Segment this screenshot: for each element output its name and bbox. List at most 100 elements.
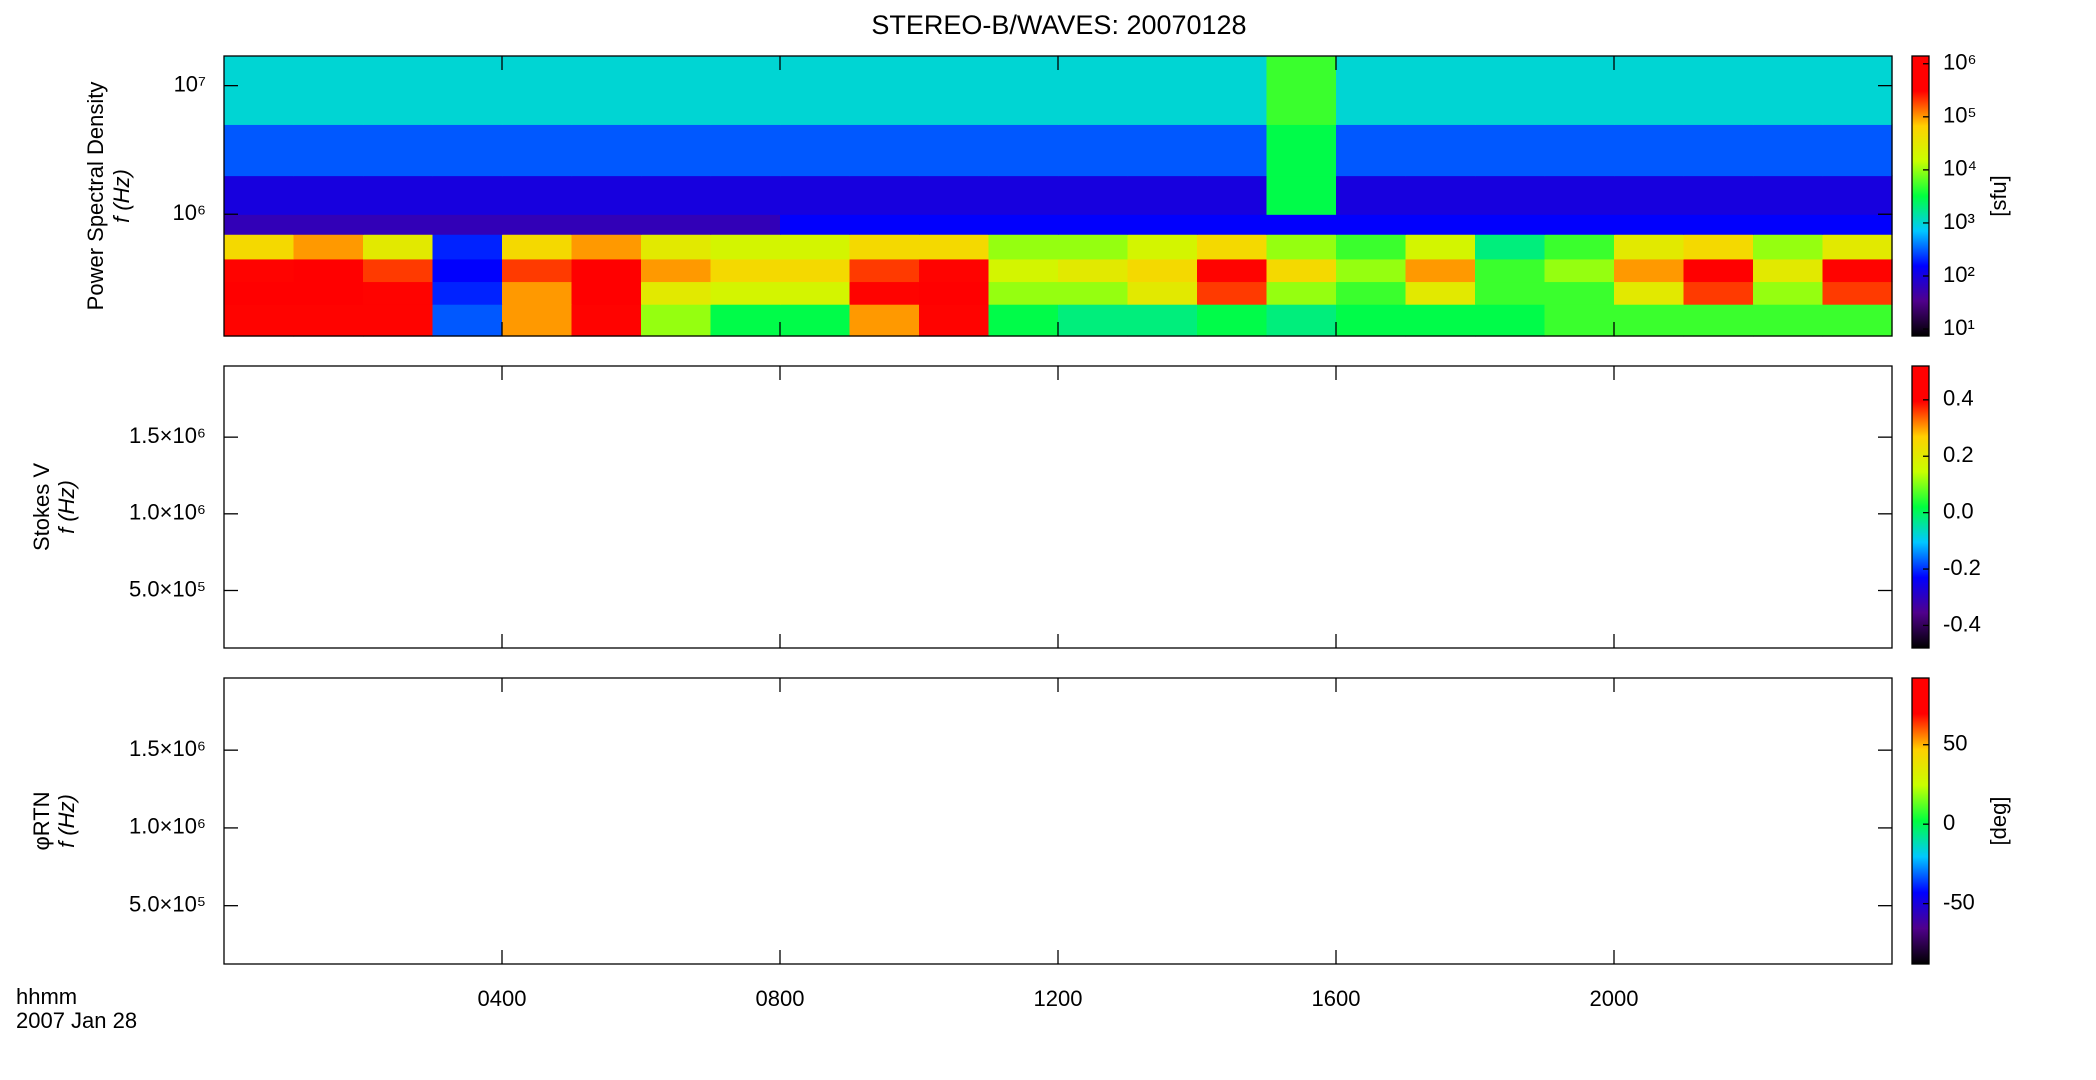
spectrogram-cell — [1614, 124, 1685, 177]
spectrogram-cell — [1544, 175, 1615, 215]
spectrogram-cell — [988, 175, 1059, 215]
spectrogram-cell — [1266, 175, 1337, 215]
spectrogram-cell — [224, 124, 295, 177]
spectrogram-cell — [1336, 214, 1407, 235]
spectrogram-cell — [919, 175, 990, 215]
spectrogram-cell — [1822, 56, 1893, 125]
spectrogram-cell — [1753, 56, 1824, 125]
spectrogram-cell — [1475, 214, 1546, 235]
colorbar-tick-label: 0.2 — [1943, 442, 1974, 467]
y-axis-label: φRTN — [29, 791, 54, 850]
spectrogram-cell — [432, 258, 503, 283]
spectrogram-cell — [1475, 258, 1546, 283]
spectrogram-cell — [780, 214, 851, 235]
spectrogram-cell — [1822, 175, 1893, 215]
spectrogram-cell — [1336, 56, 1407, 125]
spectrogram-cell — [1614, 214, 1685, 235]
spectrogram-cell — [641, 175, 712, 215]
spectrogram-cell — [849, 56, 920, 125]
spectrogram-cell — [502, 258, 573, 283]
spectrogram-cell — [571, 234, 642, 260]
spectrogram-cell — [224, 304, 295, 337]
spectrogram-cell — [1614, 258, 1685, 283]
spectrogram-cell — [919, 214, 990, 235]
spectrogram-cell — [363, 234, 434, 260]
spectrogram-cell — [224, 258, 295, 283]
x-tick-label: 2000 — [1590, 986, 1639, 1011]
colorbar-tick-label: 50 — [1943, 731, 1967, 756]
spectrogram-cell — [1544, 281, 1615, 305]
spectrogram-cell — [224, 234, 295, 260]
spectrogram-cell — [432, 124, 503, 177]
spectrogram-cell — [1197, 234, 1268, 260]
x-tick-label: 0400 — [478, 986, 527, 1011]
spectrogram-cell — [1336, 281, 1407, 305]
plot-frame — [223, 677, 1893, 965]
spectrogram-cell — [1753, 234, 1824, 260]
spectrogram-cell — [1544, 258, 1615, 283]
spectrogram-cell — [919, 281, 990, 305]
colorbar-tick-label: 10⁵ — [1943, 103, 1977, 128]
spectrogram-cell — [1197, 304, 1268, 337]
spectrogram-cell — [1822, 124, 1893, 177]
spectrogram-cell — [1683, 214, 1754, 235]
spectrogram-cell — [1405, 258, 1476, 283]
colorbar-tick-label: 10³ — [1943, 209, 1975, 234]
spectrogram-cell — [571, 175, 642, 215]
spectrogram-cell — [1822, 234, 1893, 260]
colorbar-tick-label: 10⁶ — [1943, 50, 1977, 75]
spectrogram-cell — [1544, 124, 1615, 177]
spectrogram-cell — [1266, 214, 1337, 235]
colorbar-tick-label: -0.4 — [1943, 611, 1981, 636]
spectrogram-cell — [1544, 234, 1615, 260]
spectrogram-cell — [224, 175, 295, 215]
spectrogram-cell — [1475, 281, 1546, 305]
spectrogram-cell — [363, 124, 434, 177]
x-tick-label: 1600 — [1312, 986, 1361, 1011]
spectrogram-cell — [1614, 175, 1685, 215]
spectrogram-cell — [1266, 304, 1337, 337]
spectrogram-cell — [849, 258, 920, 283]
spectrogram-cell — [780, 258, 851, 283]
y-tick-label: 1.5×10⁶ — [129, 423, 206, 448]
spectrogram-cell — [710, 175, 781, 215]
spectrogram-cell — [710, 281, 781, 305]
spectrogram-cell — [1405, 56, 1476, 125]
spectrogram-cell — [1544, 56, 1615, 125]
spectrogram-cell — [641, 234, 712, 260]
spectrogram-cell — [432, 214, 503, 235]
spectrogram-cell — [363, 304, 434, 337]
spectrogram-cell — [1405, 175, 1476, 215]
spectrogram-cell — [988, 304, 1059, 337]
spectrogram-cell — [1266, 258, 1337, 283]
spectrogram-cell — [1405, 234, 1476, 260]
spectrogram-cell — [293, 281, 364, 305]
y-tick-label: 5.0×10⁵ — [129, 576, 206, 601]
spectrogram-cell — [641, 258, 712, 283]
spectrogram-cell — [988, 281, 1059, 305]
spectrogram-cell — [1197, 281, 1268, 305]
spectrogram-cell — [432, 304, 503, 337]
spectrogram-cell — [1127, 175, 1198, 215]
spectrogram-cell — [1405, 214, 1476, 235]
spectrogram-cell — [1544, 304, 1615, 337]
spectrogram-cell — [571, 258, 642, 283]
spectrogram-cell — [710, 304, 781, 337]
spectrogram-cell — [1266, 281, 1337, 305]
spectrogram-cell — [710, 124, 781, 177]
spectrogram-cell — [571, 281, 642, 305]
spectrogram-cell — [1336, 258, 1407, 283]
spectrogram-cell — [1336, 124, 1407, 177]
colorbar-label: [sfu] — [1986, 175, 2011, 217]
spectrogram-cell — [363, 258, 434, 283]
spectrogram-cell — [1475, 175, 1546, 215]
colorbar-tick-label: 0 — [1943, 810, 1955, 835]
y-axis-label: Power Spectral Density — [83, 82, 108, 311]
spectrogram-cell — [641, 56, 712, 125]
spectrogram-cell — [641, 214, 712, 235]
spectrogram-cell — [571, 124, 642, 177]
spectrogram-cell — [1753, 258, 1824, 283]
spectrogram-cell — [1614, 304, 1685, 337]
spectrogram-cell — [641, 281, 712, 305]
spectrogram-cell — [1475, 56, 1546, 125]
